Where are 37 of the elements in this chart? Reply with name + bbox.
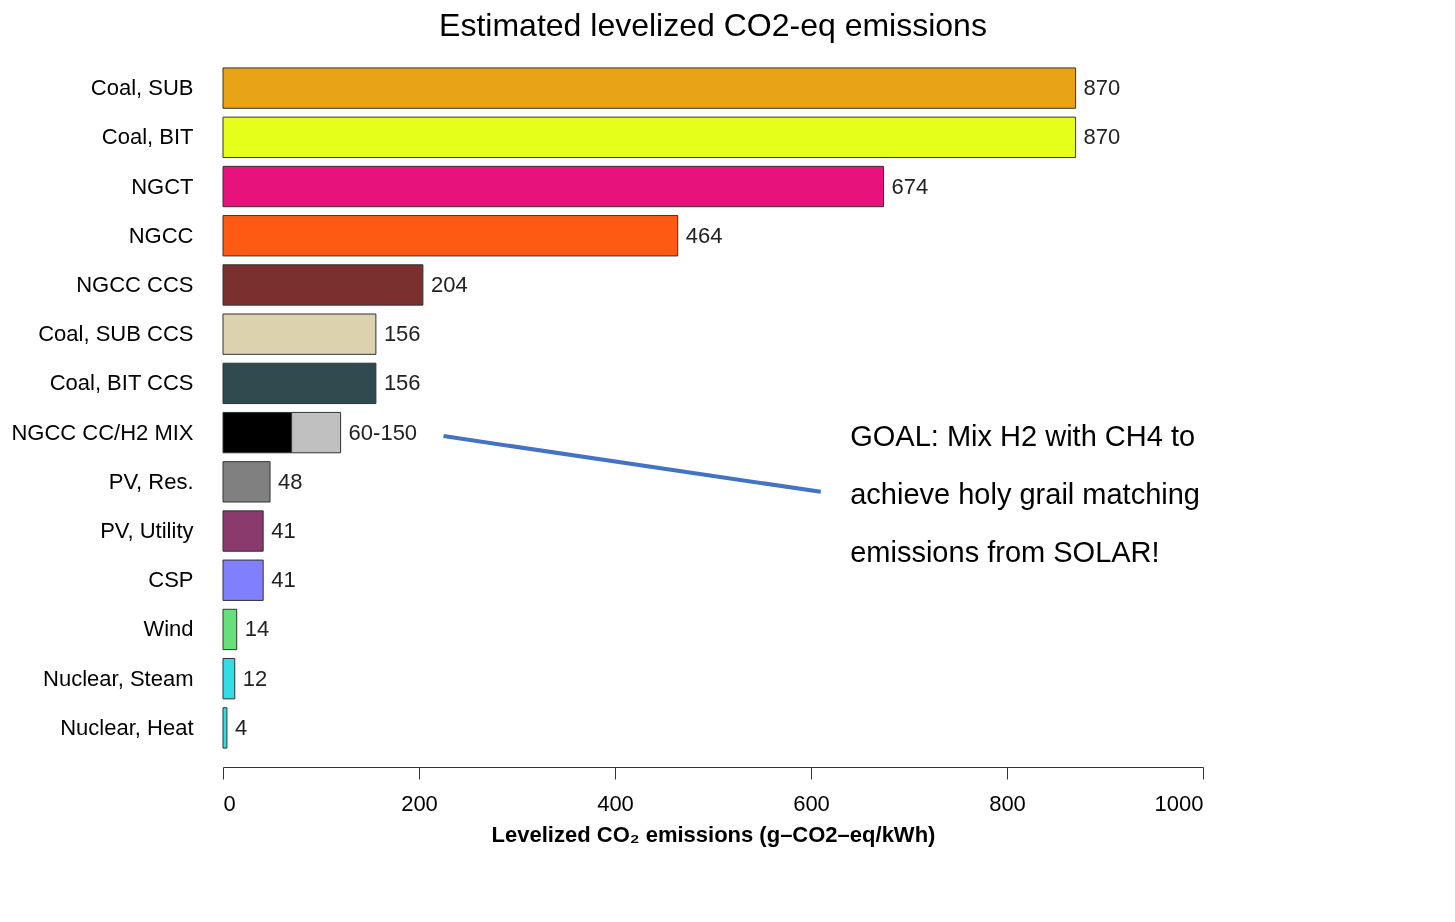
data-label: 870 [1083,75,1121,101]
y-tick-label: PV, Utility [100,518,194,544]
annotation: GOAL: Mix H2 with CH4 to achieve holy grail matching emissions from SOLAR! [850,419,1201,568]
x-tick-label: 1000 [1154,790,1204,816]
y-tick-label: NGCC CCS [76,271,194,297]
data-label: 674 [891,173,929,199]
data-label: 156 [383,321,421,347]
data-label: 464 [685,222,723,248]
data-label: 4 [234,714,248,740]
y-tick-label: CSP [148,567,194,593]
x-axis-title: Levelized CO₂ emissions (g–CO2–eq/kWh) [491,821,936,847]
data-label: 870 [1083,124,1121,150]
data-label: 14 [244,616,270,642]
y-tick-label: Coal, BIT [101,124,194,150]
x-tick-label: 600 [793,790,830,816]
data-label: 12 [242,665,268,691]
y-tick-label: Nuclear, Steam [43,665,194,691]
x-tick-label: 400 [597,790,634,816]
data-label: 204 [430,271,468,297]
chart-title: Estimated levelized CO2-eq emissions [439,7,987,43]
y-tick-label: Coal, SUB CCS [38,321,194,347]
y-tick-label: NGCC [128,222,194,248]
y-tick-label: Coal, BIT CCS [49,370,194,396]
y-tick-label: Coal, SUB [90,75,194,101]
data-label: 48 [278,468,303,494]
y-tick-label: NGCT [131,173,194,199]
data-label: 41 [271,567,296,593]
data-label: 156 [383,370,421,396]
x-tick-label: 200 [401,790,438,816]
data-label: 41 [271,518,296,544]
x-tick-label: 0 [223,790,236,816]
y-tick-label: Nuclear, Heat [60,714,194,740]
y-tick-label: Wind [143,616,194,642]
y-tick-label: NGCC CC/H2 MIX [11,419,194,445]
x-tick-label: 800 [989,790,1026,816]
data-label: 60-150 [348,419,418,445]
y-tick-label: PV, Res. [108,468,194,494]
